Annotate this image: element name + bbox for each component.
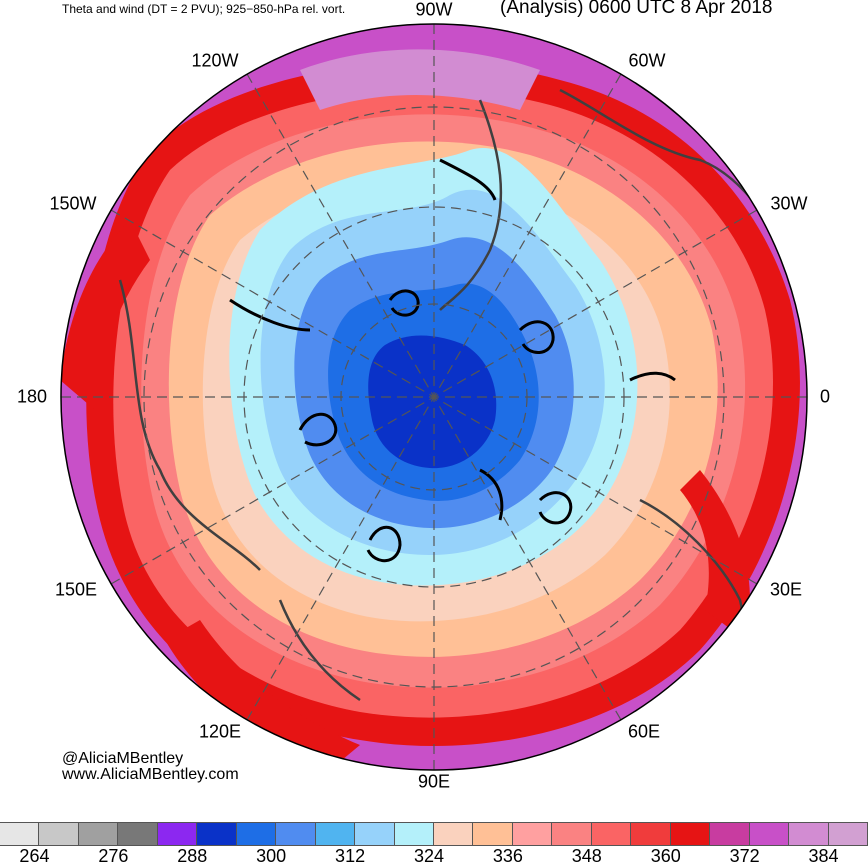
colorbar-swatch xyxy=(511,822,553,846)
longitude-label-0: 0 xyxy=(819,386,831,407)
analysis-time-title: (Analysis) 0600 UTC 8 Apr 2018 xyxy=(500,0,773,18)
colorbar-swatch xyxy=(827,822,868,846)
colorbar-tick-label: 288 xyxy=(177,846,208,866)
longitude-label-60w: 60W xyxy=(628,50,666,71)
colorbar-swatch xyxy=(354,822,395,846)
colorbar-swatch xyxy=(472,822,513,846)
colorbar-tick-label: 384 xyxy=(808,846,839,866)
graticule xyxy=(61,24,807,770)
colorbar-swatch xyxy=(709,822,750,846)
colorbar-swatch xyxy=(590,822,632,846)
longitude-label-120e: 120E xyxy=(198,721,242,742)
colorbar-swatch xyxy=(393,822,434,846)
longitude-label-30e: 30E xyxy=(769,579,803,600)
colorbar-swatch xyxy=(314,822,356,846)
colorbar-swatch xyxy=(630,822,671,846)
colorbar-tick-label: 264 xyxy=(19,846,50,866)
colorbar-swatch xyxy=(196,822,237,846)
colorbar-swatch xyxy=(38,822,79,846)
map-description-title: Theta and wind (DT = 2 PVU); 925−850-hPa… xyxy=(62,2,346,16)
colorbar-tick-label: 300 xyxy=(256,846,287,866)
colorbar-swatch xyxy=(551,822,592,846)
longitude-label-180: 180 xyxy=(16,386,48,407)
colorbar-tick-label: 360 xyxy=(650,846,681,866)
colorbar-labels: 264 276 288 300 312 324 336 348 360 372 384 xyxy=(0,846,868,866)
colorbar-tick-label: 372 xyxy=(729,846,760,866)
colorbar-swatch xyxy=(432,822,474,846)
colorbar-tick-label: 276 xyxy=(98,846,129,866)
colorbar-swatch xyxy=(156,822,198,846)
colorbar-tick-label: 348 xyxy=(571,846,602,866)
colorbar-swatch xyxy=(77,822,119,846)
longitude-label-150e: 150E xyxy=(54,579,98,600)
longitude-label-90e: 90E xyxy=(417,771,451,792)
theta-field xyxy=(61,24,807,770)
map-border xyxy=(60,23,808,771)
longitude-label-150w: 150W xyxy=(49,193,97,214)
theta-colorbar xyxy=(0,822,868,846)
author-handle: @AliciaMBentley xyxy=(62,750,184,767)
colorbar-swatch xyxy=(788,822,829,846)
colorbar-swatch xyxy=(275,822,316,846)
longitude-label-120w: 120W xyxy=(191,50,239,71)
longitude-label-30w: 30W xyxy=(770,193,808,214)
author-website: www.AliciaMBentley.com xyxy=(62,766,239,783)
longitude-label-60e: 60E xyxy=(627,721,661,742)
polar-map xyxy=(60,23,808,771)
longitude-label-90w: 90W xyxy=(415,0,453,20)
colorbar-tick-label: 312 xyxy=(335,846,366,866)
colorbar-swatch xyxy=(235,822,277,846)
colorbar-tick-label: 336 xyxy=(492,846,523,866)
colorbar-swatch xyxy=(117,822,158,846)
colorbar-swatch xyxy=(748,822,790,846)
colorbar-tick-label: 324 xyxy=(413,846,445,866)
colorbar-swatch xyxy=(0,822,40,846)
colorbar-swatch xyxy=(669,822,711,846)
vorticity-contours xyxy=(229,158,676,563)
